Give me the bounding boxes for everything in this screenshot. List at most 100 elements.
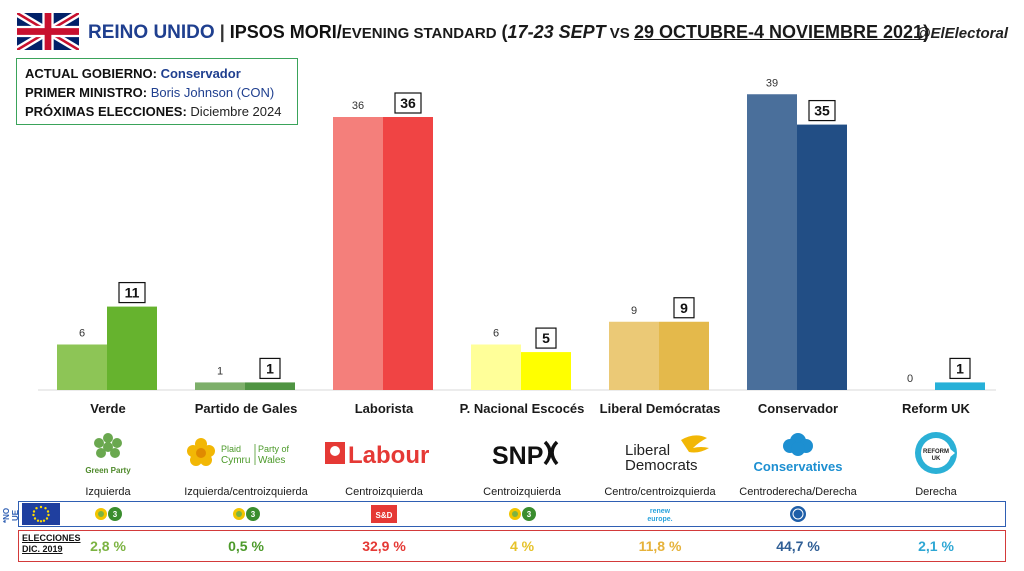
plaid-logo-text-4: Wales — [258, 455, 285, 466]
renew-europe-icon: renew europe. — [647, 508, 672, 523]
green-party-logo: Green Party — [38, 428, 178, 478]
label-previous-party-2: 1 — [217, 365, 223, 377]
election-result-gales: 0,5 % — [228, 538, 264, 554]
elections-2019-row — [18, 530, 1006, 562]
green-party-logo-mark: Green Party — [85, 433, 131, 475]
uk-flag-icon — [17, 13, 79, 50]
bar-previous-party-6 — [747, 94, 797, 390]
party-name-verde: Verde — [90, 401, 126, 416]
ecr-group-icon — [790, 506, 806, 522]
bar-previous-party-1 — [57, 344, 107, 390]
label-current-party-2: 1 — [266, 360, 274, 376]
bar-current-party-1 — [107, 306, 157, 390]
eu-group-row — [18, 501, 1006, 527]
outlet-name: EVENING STANDARD — [341, 25, 497, 42]
government-info-box: ACTUAL GOBIERNO: Conservador PRIMER MINI… — [16, 58, 298, 125]
bird-icon — [681, 435, 709, 453]
bar-current-party-6 — [797, 124, 847, 390]
bar-current-party-3 — [383, 117, 433, 390]
party-name-conservador: Conservador — [757, 401, 839, 416]
gov-value: Conservador — [160, 66, 241, 81]
party-name-snp: P. Nacional Escocés — [459, 401, 585, 416]
labour-logo-text: Labour — [348, 442, 429, 469]
libdem-logo: Liberal Democrats — [590, 428, 730, 478]
label-box-current-party-2 — [259, 357, 281, 380]
label-box-current-party-5 — [673, 297, 695, 319]
page-title: REINO UNIDO | IPSOS MORI/EVENING STANDAR… — [88, 22, 929, 44]
green-party-logo-text: Green Party — [85, 466, 131, 475]
svg-text:3: 3 — [527, 510, 532, 519]
renew-text-2: europe. — [647, 516, 672, 523]
eu-group-verde: 3 — [38, 505, 178, 523]
label-current-party-7: 1 — [956, 360, 964, 376]
party-name-libdem: Liberal Demócratas — [599, 401, 721, 416]
label-current-party-3: 36 — [400, 95, 416, 111]
snp-saltire-icon — [543, 440, 559, 466]
conservatives-logo-mark: Conservatives — [754, 433, 842, 474]
snp-logo-text: SNP — [492, 442, 543, 470]
bar-current-party-2 — [245, 382, 295, 390]
labour-logo: Labour — [314, 428, 454, 478]
greens-efa-icon: 3 — [95, 507, 122, 521]
label-previous-party-3: 36 — [352, 100, 364, 112]
label-box-current-party-6 — [808, 99, 836, 122]
election-result-conservador: 44,7 % — [776, 538, 820, 554]
bar-current-party-7 — [935, 382, 985, 390]
sd-group-text: S&D — [376, 511, 393, 520]
election-result-snp: 4 % — [509, 538, 535, 554]
plaid-logo-text-2: Cymru — [221, 455, 250, 466]
ideology-libdem: Centro/centroizquierda — [604, 486, 716, 498]
conservatives-logo: Conservatives — [728, 428, 868, 478]
pollster-name: IPSOS MORI/ — [229, 22, 342, 42]
label-previous-party-7: 0 — [907, 373, 913, 385]
label-box-current-party-3 — [394, 92, 422, 114]
bar-previous-party-4 — [471, 344, 521, 390]
party-name-gales: Partido de Gales — [194, 401, 298, 416]
label-current-party-6: 35 — [814, 103, 830, 119]
versus-label: VS — [605, 25, 634, 42]
reform-logo-mark: REFORM UK — [915, 432, 957, 474]
bar-current-party-5 — [659, 321, 709, 390]
ideology-snp: Centroizquierda — [483, 486, 561, 498]
header: REINO UNIDO | IPSOS MORI/EVENING STANDAR… — [0, 0, 1024, 55]
label-box-current-party-7 — [949, 357, 971, 380]
label-current-party-1: 11 — [125, 285, 140, 301]
label-current-party-4: 5 — [542, 330, 550, 346]
plaid-logo-text-3: Party of — [258, 444, 290, 454]
svg-text:3: 3 — [251, 510, 256, 519]
labour-logo-mark: Labour — [325, 442, 429, 469]
libdem-logo-text-2: Democrats — [625, 457, 698, 474]
elections-2019-label: ELECCIONES DIC. 2019 — [22, 533, 81, 555]
ideology-conservador: Centroderecha/Derecha — [739, 486, 857, 498]
bar-previous-party-2 — [195, 382, 245, 390]
gov-label: ACTUAL GOBIERNO: — [25, 66, 157, 81]
label-box-current-party-1 — [118, 281, 146, 304]
pm-value: Boris Johnson (CON) — [150, 85, 275, 100]
daffodil-icon — [187, 438, 215, 466]
election-result-laborista: 32,9 % — [362, 538, 406, 554]
svg-text:3: 3 — [113, 510, 118, 519]
ideology-verde: Izquierda — [85, 486, 131, 498]
previous-period: 17-23 SEPT — [507, 22, 606, 42]
period-close-paren: ) — [923, 22, 930, 42]
reform-logo-text-2: UK — [932, 456, 941, 462]
reform-uk-logo: REFORM UK — [866, 428, 1006, 478]
twitter-handle: @ElElectoral — [915, 25, 1008, 42]
next-election-value: Diciembre 2024 — [190, 104, 282, 119]
plaid-cymru-logo: Plaid Cymru Party of Wales — [176, 428, 316, 478]
eu-flag-icon — [22, 503, 60, 525]
eu-group-gales: 3 — [176, 505, 316, 523]
snp-logo-mark: SNP — [492, 440, 559, 470]
libdem-logo-text-1: Liberal — [625, 442, 670, 459]
no-ue-label: *NO UE — [2, 507, 20, 523]
snp-logo: SNP — [452, 428, 592, 478]
ideology-laborista: Centroizquierda — [345, 486, 423, 498]
sd-group-icon: S&D — [371, 505, 397, 523]
title-separator: | — [219, 22, 225, 42]
renew-text-1: renew — [650, 508, 671, 515]
plaid-logo-mark: Plaid Cymru Party of Wales — [187, 438, 290, 466]
eu-group-snp: 3 — [452, 505, 592, 523]
election-result-libdem: 11,8 % — [638, 538, 682, 554]
party-name-reform: Reform UK — [902, 401, 970, 416]
